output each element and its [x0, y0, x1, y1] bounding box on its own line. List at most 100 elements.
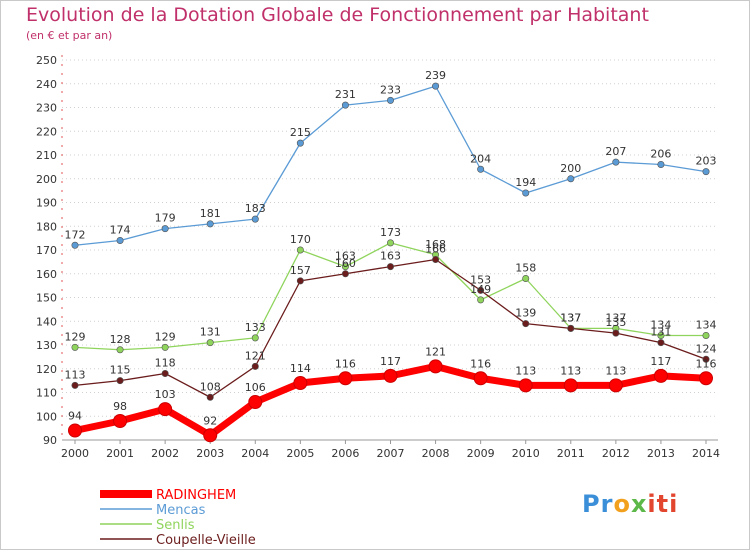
- data-label: 94: [68, 410, 82, 423]
- x-tick-label: 2011: [557, 447, 585, 460]
- x-tick-label: 2009: [467, 447, 495, 460]
- data-point: [296, 277, 304, 285]
- data-label: 129: [155, 330, 176, 343]
- data-labels: 172 174 179 181 183 215 231 233 239 204 194 200 207 2…: [65, 69, 717, 427]
- data-label: 137: [605, 311, 626, 324]
- data-point: [203, 428, 218, 443]
- data-label: 163: [380, 250, 401, 263]
- data-label: 113: [605, 364, 626, 377]
- data-point: [206, 393, 214, 401]
- data-point: [563, 378, 578, 393]
- data-label: 121: [425, 345, 446, 358]
- data-label: 233: [380, 83, 401, 96]
- data-label: 239: [425, 69, 446, 82]
- x-tick-label: 2014: [692, 447, 720, 460]
- data-point: [432, 82, 440, 90]
- data-point: [68, 423, 82, 438]
- data-label: 173: [380, 226, 401, 239]
- data-label: 137: [560, 311, 581, 324]
- x-tick-label: 2005: [286, 447, 314, 460]
- data-point: [116, 377, 124, 385]
- data-label: 158: [515, 262, 536, 275]
- data-label: 137: [560, 311, 581, 324]
- data-point: [161, 369, 169, 377]
- data-label: 117: [380, 355, 401, 368]
- data-point: [251, 334, 259, 342]
- y-tick-label: 140: [36, 315, 57, 328]
- data-label: 204: [470, 152, 491, 165]
- data-label: 131: [200, 326, 221, 339]
- data-point: [612, 329, 620, 337]
- data-label: 166: [425, 243, 446, 256]
- data-label: 149: [470, 283, 491, 296]
- y-tick-label: 240: [36, 78, 57, 91]
- data-point: [71, 241, 79, 249]
- data-point: [383, 368, 398, 383]
- data-label: 134: [696, 319, 717, 332]
- data-point: [608, 378, 623, 393]
- data-label: 168: [425, 238, 446, 251]
- x-tick-label: 2002: [151, 447, 179, 460]
- data-point: [522, 189, 530, 197]
- data-label: 139: [515, 307, 536, 320]
- data-label: 115: [110, 364, 131, 377]
- data-point: [477, 296, 485, 304]
- data-point: [702, 331, 710, 339]
- axes: 90 100 110 120 130 140 150 160 170 180 190 200 210 22…: [36, 54, 720, 460]
- data-point: [518, 378, 533, 393]
- data-label: 116: [470, 357, 491, 370]
- data-point: [477, 165, 485, 173]
- data-label: 131: [650, 326, 671, 339]
- legend-label: Mencas: [156, 503, 206, 518]
- data-label: 114: [290, 362, 311, 375]
- y-tick-label: 230: [36, 102, 57, 115]
- data-point: [522, 320, 530, 328]
- data-label: 118: [155, 357, 176, 370]
- data-point: [161, 343, 169, 351]
- data-point: [386, 96, 394, 104]
- data-point: [702, 355, 710, 363]
- data-point: [248, 395, 263, 409]
- data-point: [296, 139, 304, 147]
- data-label: 98: [113, 400, 127, 413]
- y-tick-label: 220: [36, 125, 57, 138]
- data-label: 163: [335, 250, 356, 263]
- y-tick-label: 200: [36, 173, 57, 186]
- data-point: [71, 343, 79, 351]
- data-label: 134: [650, 319, 671, 332]
- x-tick-label: 2007: [377, 447, 405, 460]
- data-label: 129: [65, 330, 86, 343]
- proxiti-logo: Proxiti: [582, 490, 679, 518]
- data-label: 231: [335, 88, 356, 101]
- data-label: 92: [203, 414, 217, 427]
- legend-label: RADINGHEM: [156, 488, 236, 503]
- data-point: [522, 274, 530, 282]
- data-point: [251, 362, 259, 370]
- y-tick-label: 170: [36, 244, 57, 257]
- data-point: [206, 339, 214, 347]
- y-tick-label: 150: [36, 292, 57, 305]
- y-tick-label: 250: [36, 54, 57, 67]
- data-label: 124: [696, 342, 717, 355]
- data-label: 103: [155, 388, 176, 401]
- data-point: [341, 263, 349, 271]
- data-label: 153: [470, 273, 491, 286]
- data-label: 113: [65, 368, 86, 381]
- x-tick-label: 2008: [422, 447, 450, 460]
- y-tick-label: 180: [36, 220, 57, 233]
- data-point: [657, 339, 665, 347]
- data-point: [113, 414, 128, 428]
- data-label: 207: [605, 145, 626, 158]
- x-tick-label: 2000: [61, 447, 89, 460]
- x-tick-label: 2012: [602, 447, 630, 460]
- data-label: 133: [245, 321, 266, 334]
- x-tick-label: 2004: [241, 447, 269, 460]
- data-label: 203: [696, 155, 717, 168]
- data-point: [116, 237, 124, 245]
- data-label: 157: [290, 264, 311, 277]
- data-point: [657, 331, 665, 339]
- data-label: 121: [245, 349, 266, 362]
- data-label: 135: [605, 316, 626, 329]
- data-point: [702, 168, 710, 176]
